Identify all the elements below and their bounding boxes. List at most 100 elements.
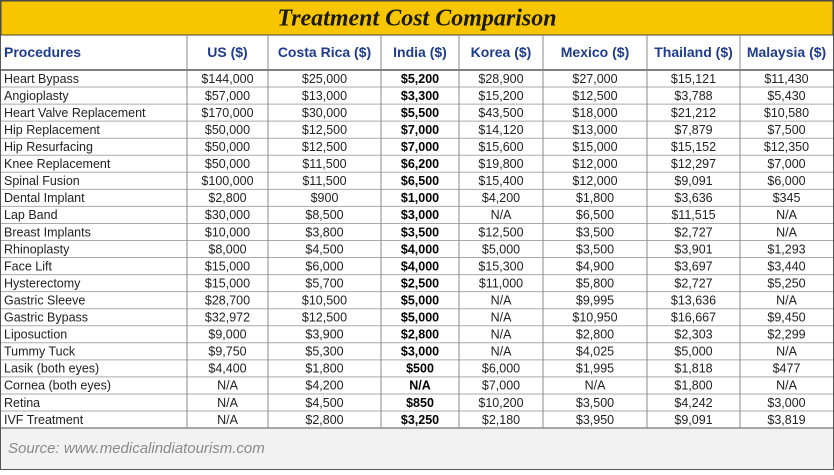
cost-cell: $3,636 bbox=[674, 191, 712, 205]
cost-cell: $7,000 bbox=[767, 157, 805, 171]
cost-cell: $5,000 bbox=[401, 311, 439, 325]
cost-cell: $27,000 bbox=[572, 72, 617, 86]
cost-cell: N/A bbox=[776, 293, 798, 307]
cost-cell: $850 bbox=[406, 396, 434, 410]
procedure-name: Retina bbox=[4, 396, 40, 410]
column-header: Malaysia ($) bbox=[747, 44, 826, 60]
procedure-name: Lap Band bbox=[4, 208, 58, 222]
cost-cell: $9,091 bbox=[674, 413, 712, 427]
column-header: India ($) bbox=[393, 44, 447, 60]
footer-bg bbox=[1, 428, 833, 469]
cost-cell: $11,500 bbox=[302, 157, 346, 171]
cost-cell: $9,091 bbox=[674, 174, 712, 188]
procedure-name: Angioplasty bbox=[4, 89, 69, 103]
cost-cell: $15,300 bbox=[478, 259, 523, 273]
cost-cell: $4,200 bbox=[482, 191, 520, 205]
cost-cell: $7,879 bbox=[674, 123, 712, 137]
cost-cell: $19,800 bbox=[478, 157, 523, 171]
cost-cell: $15,000 bbox=[205, 276, 250, 290]
cost-cell: $4,025 bbox=[576, 345, 614, 359]
cost-cell: $3,250 bbox=[401, 413, 439, 427]
cost-cell: N/A bbox=[776, 345, 798, 359]
cost-cell: $1,800 bbox=[576, 191, 614, 205]
cost-cell: $144,000 bbox=[201, 72, 253, 86]
procedure-name: Cornea (both eyes) bbox=[4, 379, 111, 393]
cost-cell: $15,152 bbox=[671, 140, 716, 154]
cost-cell: $1,818 bbox=[674, 362, 712, 376]
cost-cell: $3,819 bbox=[767, 413, 805, 427]
cost-cell: $1,000 bbox=[401, 191, 439, 205]
cost-cell: $12,500 bbox=[302, 311, 347, 325]
cost-cell: $3,500 bbox=[576, 242, 614, 256]
cost-cell: $25,000 bbox=[302, 72, 347, 86]
cost-cell: $7,000 bbox=[482, 379, 520, 393]
cost-cell: $170,000 bbox=[201, 106, 253, 120]
procedure-name: Heart Bypass bbox=[4, 72, 79, 86]
cost-cell: $3,000 bbox=[401, 345, 439, 359]
cost-cell: $3,000 bbox=[401, 208, 439, 222]
procedure-name: IVF Treatment bbox=[4, 413, 84, 427]
cost-cell: $5,000 bbox=[674, 345, 712, 359]
cost-cell: $12,500 bbox=[572, 89, 617, 103]
cost-cell: N/A bbox=[585, 379, 607, 393]
cost-cell: $3,500 bbox=[576, 396, 614, 410]
cost-cell: $6,000 bbox=[305, 259, 343, 273]
cost-cell: $900 bbox=[311, 191, 339, 205]
cost-cell: $12,297 bbox=[671, 157, 716, 171]
cost-cell: $10,580 bbox=[764, 106, 809, 120]
cost-cell: $9,450 bbox=[767, 311, 805, 325]
cost-cell: $14,120 bbox=[478, 123, 523, 137]
cost-cell: N/A bbox=[776, 208, 798, 222]
cost-cell: N/A bbox=[217, 413, 239, 427]
cost-cell: $1,800 bbox=[305, 362, 343, 376]
cost-cell: $13,636 bbox=[671, 293, 716, 307]
cost-cell: $4,200 bbox=[305, 379, 343, 393]
cost-cell: $100,000 bbox=[201, 174, 253, 188]
cost-cell: N/A bbox=[409, 379, 431, 393]
cost-cell: $57,000 bbox=[205, 89, 250, 103]
cost-cell: $5,430 bbox=[767, 89, 805, 103]
cost-cell: $12,350 bbox=[764, 140, 809, 154]
column-header: Thailand ($) bbox=[654, 44, 733, 60]
cost-cell: $11,515 bbox=[671, 208, 715, 222]
cost-cell: $4,400 bbox=[208, 362, 246, 376]
cost-cell: $3,697 bbox=[674, 259, 712, 273]
cost-cell: $2,800 bbox=[401, 328, 439, 342]
cost-cell: $11,430 bbox=[764, 72, 808, 86]
cost-cell: N/A bbox=[491, 311, 513, 325]
cost-cell: $5,700 bbox=[305, 276, 343, 290]
cost-cell: $50,000 bbox=[205, 123, 250, 137]
column-header: Procedures bbox=[4, 44, 81, 60]
cost-cell: $3,500 bbox=[401, 225, 439, 239]
procedure-name: Liposuction bbox=[4, 328, 67, 342]
cost-cell: $2,727 bbox=[674, 276, 712, 290]
cost-cell: $12,000 bbox=[572, 174, 617, 188]
cost-cell: $32,972 bbox=[205, 311, 250, 325]
cost-cell: $345 bbox=[773, 191, 801, 205]
column-header: Costa Rica ($) bbox=[278, 44, 371, 60]
cost-cell: $10,950 bbox=[572, 311, 617, 325]
procedure-name: Heart Valve Replacement bbox=[4, 106, 146, 120]
cost-cell: $4,000 bbox=[401, 242, 439, 256]
cost-cell: $5,250 bbox=[767, 276, 805, 290]
procedure-name: Gastric Sleeve bbox=[4, 293, 85, 307]
cost-cell: $5,000 bbox=[482, 242, 520, 256]
cost-cell: $6,000 bbox=[767, 174, 805, 188]
cost-cell: $15,000 bbox=[205, 259, 250, 273]
procedure-name: Lasik (both eyes) bbox=[4, 362, 99, 376]
cost-cell: $12,000 bbox=[572, 157, 617, 171]
column-header: Mexico ($) bbox=[561, 44, 629, 60]
cost-cell: $1,293 bbox=[767, 242, 805, 256]
cost-cell: $16,667 bbox=[671, 311, 716, 325]
procedure-name: Hysterectomy bbox=[4, 276, 81, 290]
cost-cell: $15,121 bbox=[671, 72, 716, 86]
cost-cell: $5,200 bbox=[401, 72, 439, 86]
cost-cell: $5,000 bbox=[401, 293, 439, 307]
source: Source: www.medicalindiatourism.com bbox=[8, 440, 265, 457]
cost-cell: $30,000 bbox=[302, 106, 347, 120]
cost-cell: $10,200 bbox=[478, 396, 523, 410]
cost-cell: $7,000 bbox=[401, 140, 439, 154]
cost-cell: $3,900 bbox=[305, 328, 343, 342]
